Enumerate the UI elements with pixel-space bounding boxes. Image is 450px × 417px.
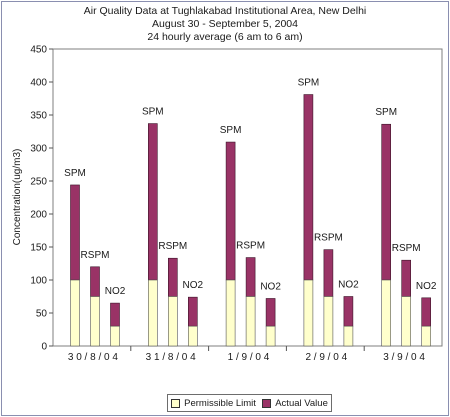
bar-pollutant-label: NO2 bbox=[260, 281, 281, 292]
bar-actual-value bbox=[343, 296, 354, 327]
bar-permissible-limit bbox=[110, 325, 120, 347]
y-tick-label: 300 bbox=[30, 144, 47, 155]
chart-subtitle-1: August 30 - September 5, 2004 bbox=[152, 18, 298, 30]
x-axis: 3 0 / 8 / 0 4 3 1 / 8 / 0 4 1 / 9 / 0 4 2 /… bbox=[68, 346, 425, 363]
bar-pollutant-label: RSPM bbox=[158, 241, 187, 252]
bar-pollutant-label: NO2 bbox=[416, 281, 437, 292]
bar-permissible-limit bbox=[70, 279, 80, 347]
legend-swatch-permissible bbox=[171, 398, 181, 408]
bar-actual-value bbox=[421, 297, 432, 327]
y-tick-label: 400 bbox=[30, 78, 47, 89]
x-category-label: 3 1 / 8 / 0 4 bbox=[146, 352, 196, 363]
chart-title-block: Air Quality Data at Tughlakabad Institut… bbox=[0, 5, 450, 44]
bar-actual-value bbox=[225, 141, 236, 281]
bar-pollutant-label: SPM bbox=[142, 107, 164, 118]
bar-pollutant-label: NO2 bbox=[183, 280, 204, 291]
chart-title: Air Quality Data at Tughlakabad Institut… bbox=[83, 5, 367, 17]
y-tick-label: 350 bbox=[30, 111, 47, 122]
bar-permissible-limit bbox=[90, 296, 100, 347]
y-tick-label: 250 bbox=[30, 177, 47, 188]
bar-permissible-limit bbox=[168, 296, 178, 347]
bar-permissible-limit bbox=[343, 325, 354, 347]
bar-permissible-limit bbox=[225, 279, 236, 347]
bar-actual-value bbox=[168, 257, 178, 297]
bar-permissible-limit bbox=[265, 325, 276, 347]
bar-pollutant-label: RSPM bbox=[392, 243, 421, 254]
chart-subtitle-2: 24 hourly average (6 am to 6 am) bbox=[147, 31, 303, 43]
legend-item-actual: Actual Value bbox=[262, 398, 328, 409]
bar-pollutant-label: NO2 bbox=[338, 280, 359, 291]
bar-actual-value bbox=[188, 296, 198, 327]
legend-swatch-actual bbox=[262, 398, 272, 408]
bar-permissible-limit bbox=[381, 279, 392, 347]
y-tick-label: 0 bbox=[41, 342, 47, 353]
y-tick-label: 450 bbox=[30, 45, 47, 56]
bar-actual-value bbox=[245, 257, 256, 297]
bar-actual-value bbox=[265, 298, 276, 327]
bar-permissible-limit bbox=[245, 296, 256, 347]
bar-actual-value bbox=[323, 249, 334, 297]
x-category-label: 2 / 9 / 0 4 bbox=[305, 352, 347, 363]
legend-label-actual: Actual Value bbox=[275, 397, 328, 409]
bars: SPM RSPM NO2 SPM RSPM NO2 SPM RSPM NO2 SPM RSPM NO2… bbox=[64, 78, 437, 347]
bar-permissible-limit bbox=[323, 296, 334, 347]
x-category-label: 3 / 9 / 0 4 bbox=[383, 352, 425, 363]
bar-pollutant-label: RSPM bbox=[314, 233, 343, 244]
x-category-label: 3 0 / 8 / 0 4 bbox=[68, 352, 118, 363]
y-tick-label: 100 bbox=[30, 276, 47, 287]
legend: Permissible Limit Actual Value bbox=[167, 394, 332, 412]
y-tick-label: 50 bbox=[36, 309, 48, 320]
y-axis: 0 50 100 150 200 250 300 350 400 450 bbox=[30, 45, 53, 353]
bar-pollutant-label: RSPM bbox=[236, 241, 265, 252]
y-axis-label: Concentration(ug/m3) bbox=[12, 149, 23, 246]
y-tick-label: 150 bbox=[30, 243, 47, 254]
bar-permissible-limit bbox=[148, 279, 158, 347]
bar-actual-value bbox=[401, 259, 412, 297]
bar-actual-value bbox=[303, 94, 314, 281]
legend-label-permissible: Permissible Limit bbox=[184, 397, 256, 409]
bar-pollutant-label: RSPM bbox=[81, 250, 110, 261]
bar-actual-value bbox=[90, 266, 100, 297]
bar-actual-value bbox=[70, 184, 80, 281]
bar-actual-value bbox=[148, 123, 158, 281]
bar-pollutant-label: SPM bbox=[375, 107, 397, 118]
bar-permissible-limit bbox=[421, 325, 432, 347]
bar-actual-value bbox=[381, 123, 392, 281]
bar-actual-value bbox=[110, 302, 120, 327]
bar-permissible-limit bbox=[303, 279, 314, 347]
bar-permissible-limit bbox=[188, 325, 198, 347]
bar-pollutant-label: SPM bbox=[220, 125, 242, 136]
x-category-label: 1 / 9 / 0 4 bbox=[228, 352, 270, 363]
bar-pollutant-label: SPM bbox=[298, 78, 320, 89]
bar-pollutant-label: NO2 bbox=[105, 286, 126, 297]
legend-item-permissible: Permissible Limit bbox=[171, 398, 256, 409]
y-tick-label: 200 bbox=[30, 210, 47, 221]
bar-permissible-limit bbox=[401, 296, 412, 347]
bar-pollutant-label: SPM bbox=[64, 168, 86, 179]
